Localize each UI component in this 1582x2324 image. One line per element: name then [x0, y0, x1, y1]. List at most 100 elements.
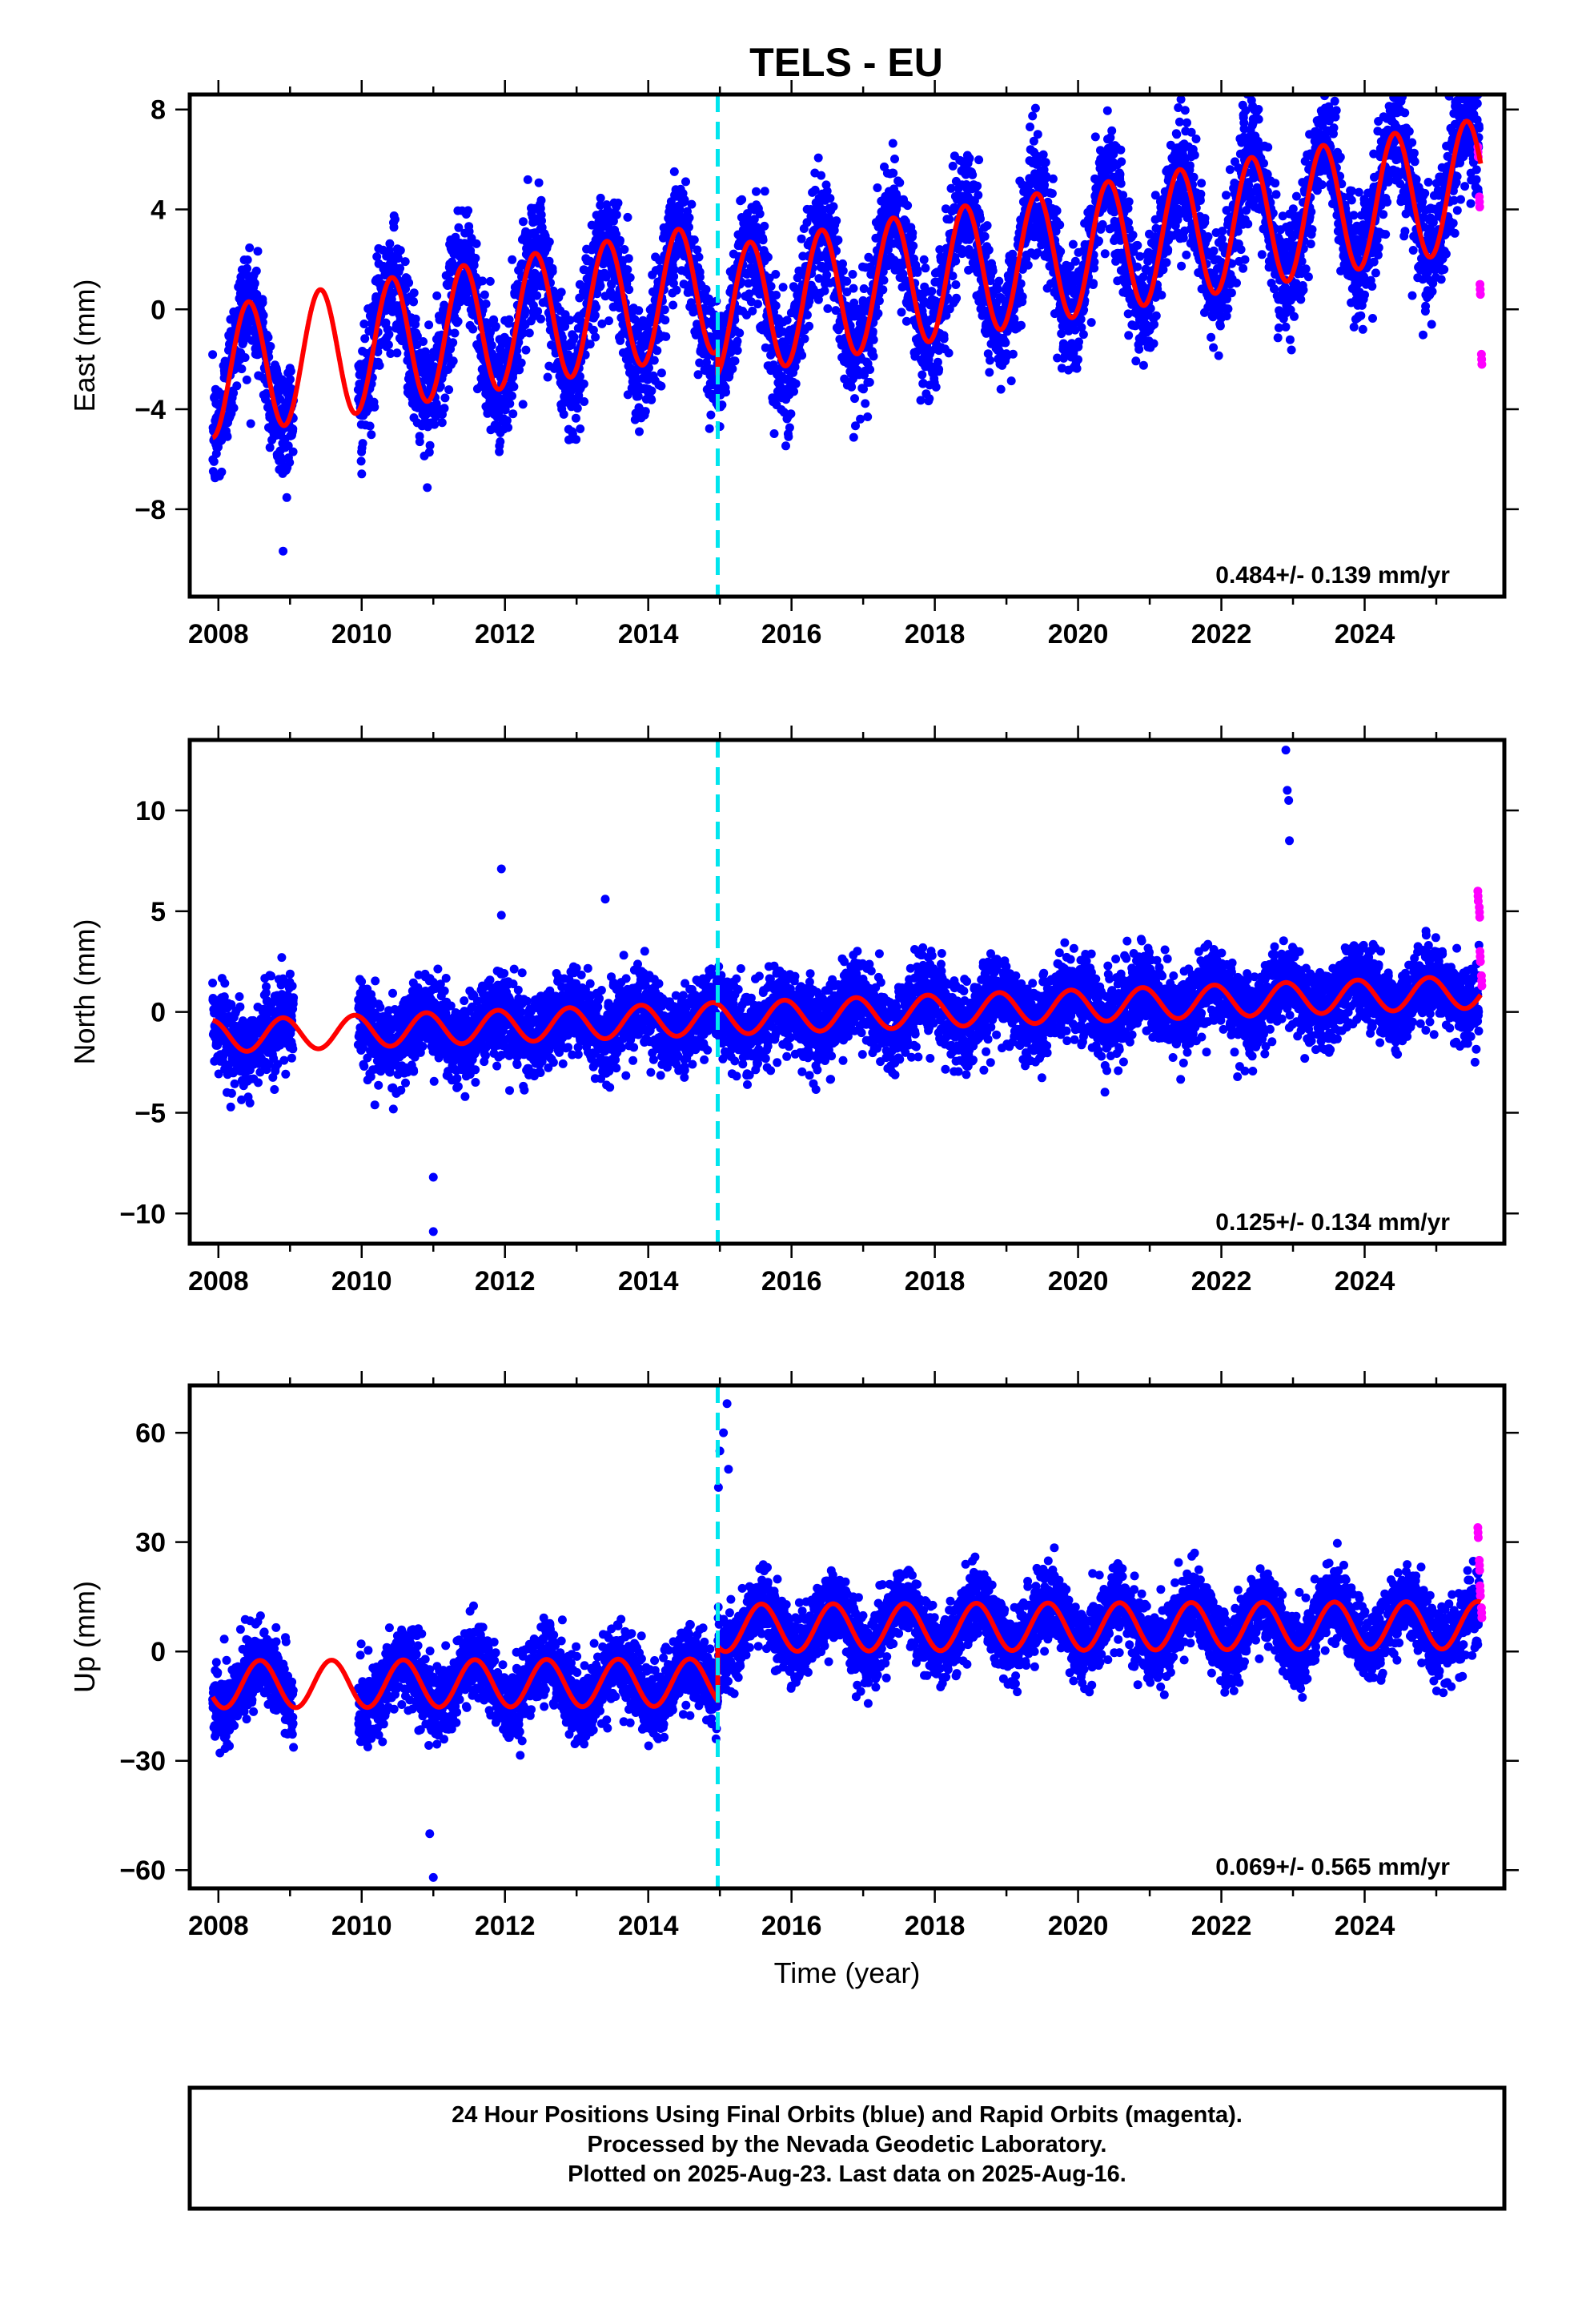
final-orbit-point — [246, 419, 255, 428]
final-orbit-point — [861, 399, 870, 408]
final-orbit-point — [681, 177, 690, 187]
final-orbit-point — [253, 247, 263, 256]
final-orbit-point — [822, 270, 832, 279]
final-orbit-point — [847, 382, 857, 392]
final-orbit-point — [229, 388, 239, 398]
final-orbit-point — [669, 300, 678, 310]
final-orbit-point — [524, 328, 534, 338]
final-orbit-point — [842, 276, 852, 286]
chart-title: TELS - EU — [749, 40, 943, 85]
final-orbit-point — [453, 316, 463, 326]
final-orbit-point — [782, 316, 792, 325]
final-orbit-point — [1100, 249, 1110, 259]
final-orbit-point — [1189, 172, 1199, 182]
final-orbit-point — [572, 404, 582, 413]
final-orbit-point — [285, 375, 295, 384]
final-orbit-point — [217, 467, 227, 476]
final-orbit-point — [813, 153, 823, 163]
final-orbit-point — [604, 316, 613, 326]
final-orbit-point — [1182, 250, 1191, 259]
final-orbit-point — [635, 427, 644, 436]
final-orbit-point — [850, 394, 859, 404]
final-orbit-point — [1016, 279, 1026, 288]
final-orbit-point — [948, 161, 958, 171]
final-orbit-point — [544, 237, 554, 247]
final-orbit-point — [789, 387, 798, 396]
final-orbit-point — [849, 432, 858, 442]
final-orbit-point — [415, 437, 424, 447]
final-orbit-point — [994, 276, 1004, 286]
final-orbit-point — [1207, 332, 1216, 342]
final-orbit-point — [733, 336, 742, 346]
final-orbit-point — [613, 199, 623, 207]
final-orbit-point — [800, 334, 809, 344]
final-orbit-point — [848, 270, 857, 279]
final-orbit-point — [523, 175, 532, 184]
final-orbit-point — [869, 352, 878, 361]
final-orbit-point — [1232, 278, 1241, 287]
final-orbit-point — [274, 388, 283, 397]
final-orbit-point — [1151, 311, 1161, 320]
final-orbit-point — [669, 265, 679, 275]
final-orbit-point — [265, 443, 275, 452]
final-orbit-point — [976, 214, 985, 223]
final-orbit-point — [832, 216, 841, 226]
final-orbit-point — [464, 206, 473, 215]
final-orbit-point — [1102, 106, 1112, 115]
final-orbit-point — [781, 441, 790, 451]
final-orbit-point — [817, 171, 826, 180]
final-orbit-point — [687, 199, 697, 209]
final-orbit-point — [543, 372, 552, 382]
final-orbit-point — [440, 404, 449, 413]
final-orbit-point — [472, 239, 481, 248]
final-orbit-point — [656, 381, 666, 391]
final-orbit-point — [367, 430, 376, 440]
final-orbit-point — [728, 364, 737, 374]
final-orbit-point — [1086, 318, 1096, 328]
final-orbit-point — [1008, 349, 1018, 359]
final-orbit-point — [652, 346, 662, 356]
final-orbit-point — [430, 420, 440, 429]
final-orbit-point — [519, 217, 528, 227]
final-orbit-point — [391, 215, 400, 224]
final-orbit-point — [951, 280, 961, 289]
final-orbit-point — [873, 308, 883, 318]
final-orbit-point — [1236, 245, 1246, 255]
final-orbit-point — [917, 370, 927, 380]
final-orbit-point — [437, 418, 447, 428]
final-orbit-point — [209, 456, 219, 466]
final-orbit-point — [400, 257, 410, 267]
final-orbit-point — [986, 356, 994, 365]
final-orbit-point — [1149, 339, 1158, 348]
final-orbit-point — [874, 296, 884, 306]
final-orbit-point — [208, 350, 218, 360]
final-orbit-point — [833, 235, 843, 245]
final-orbit-point — [1094, 236, 1103, 246]
final-orbit-point — [985, 368, 994, 377]
final-orbit-point — [784, 432, 793, 441]
final-orbit-point — [661, 332, 671, 341]
final-orbit-point — [1133, 240, 1142, 250]
final-orbit-point — [1172, 81, 1181, 90]
final-orbit-point — [1116, 179, 1126, 188]
final-orbit-point — [359, 320, 369, 328]
final-orbit-point — [748, 306, 757, 316]
final-orbit-point — [825, 194, 835, 203]
final-orbit-point — [392, 348, 402, 358]
final-orbit-point — [760, 221, 769, 231]
final-orbit-point — [468, 324, 478, 334]
final-orbit-point — [1215, 321, 1225, 331]
final-orbit-point — [865, 377, 874, 387]
final-orbit-point — [409, 297, 418, 307]
final-orbit-point — [797, 351, 807, 360]
final-orbit-point — [518, 400, 528, 409]
final-orbit-point — [396, 263, 405, 273]
final-orbit-point — [909, 241, 918, 251]
final-orbit-point — [282, 493, 291, 502]
final-orbit-point — [360, 334, 370, 344]
final-orbit-point — [279, 546, 288, 556]
final-orbit-points — [208, 81, 1484, 556]
final-orbit-point — [288, 424, 298, 434]
final-orbit-point — [263, 332, 273, 342]
